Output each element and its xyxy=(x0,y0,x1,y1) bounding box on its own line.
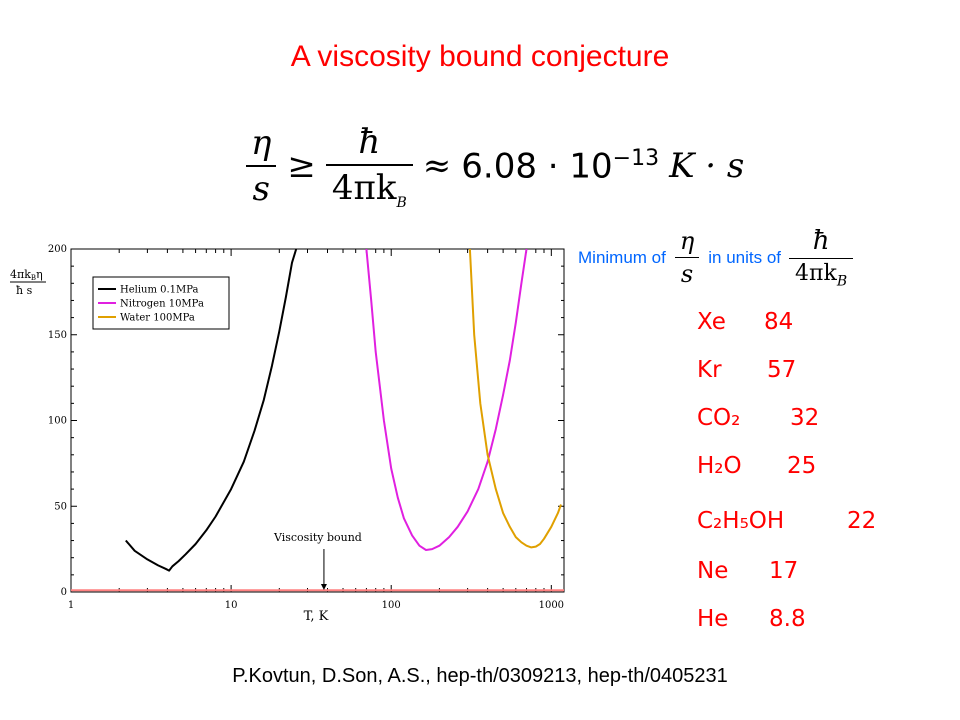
bound-value: 6.08 · 10−13 xyxy=(461,146,659,186)
legend-label: Helium 0.1MPa xyxy=(120,285,199,296)
eta-over-s-fraction: η s xyxy=(245,123,277,209)
y-label-num-sub: B xyxy=(31,274,36,282)
annotation-arrow-head xyxy=(320,584,327,590)
hbar-over-4pikb-fraction: ħ 4πkB xyxy=(325,122,413,211)
minimum-s: s xyxy=(674,257,700,288)
s-symbol: s xyxy=(246,165,276,209)
y-label-num-main: 4πk xyxy=(10,268,31,281)
y-tick-label: 200 xyxy=(48,244,67,255)
denominator-text: 4πk xyxy=(331,168,397,208)
chart-legend: Helium 0.1MPa Nitrogen 10MPa Water 100MPa xyxy=(92,276,230,330)
substance-value: 32 xyxy=(790,405,820,431)
substance-value: 22 xyxy=(847,508,877,534)
slide-title: A viscosity bound conjecture xyxy=(290,40,670,73)
minimum-denominator: 4πkB xyxy=(789,258,854,290)
geq-symbol: ≥ xyxy=(287,146,316,187)
substance-row: C₂H₅OH 22 xyxy=(697,508,876,534)
substance-value: 8.8 xyxy=(769,606,806,632)
substance-row: He 8.8 xyxy=(697,606,806,632)
denominator: 4πkB xyxy=(325,164,413,211)
substance-row: CO₂ 32 xyxy=(697,405,819,431)
legend-items: Helium 0.1MPa Nitrogen 10MPa Water 100MPa xyxy=(98,285,204,324)
series-curves xyxy=(125,249,562,572)
minimum-caption: Minimum of η s in units of ħ 4πkB xyxy=(578,226,854,290)
citation-footer: P.Kovtun, D.Son, A.S., hep-th/0309213, h… xyxy=(232,665,728,687)
y-tick-label: 100 xyxy=(48,416,67,427)
legend-label: Water 100MPa xyxy=(120,313,195,324)
minimum-middle: in units of xyxy=(708,247,782,267)
y-tick-label: 50 xyxy=(54,501,67,512)
minimum-prefix: Minimum of xyxy=(578,247,666,267)
x-tick-label: 1000 xyxy=(539,600,564,611)
bound-unit: K · s xyxy=(669,146,745,187)
substance-name: He xyxy=(697,606,729,632)
y-axis-label: 4πkBη ħ s xyxy=(10,268,46,297)
substance-value: 25 xyxy=(787,453,817,479)
eta-symbol: η xyxy=(251,123,272,164)
substance-name: CO₂ xyxy=(697,405,741,431)
y-axis-label-numerator: 4πkBη xyxy=(10,268,43,282)
hbar-symbol: ħ xyxy=(358,122,381,162)
minimum-denominator-text: 4πk xyxy=(795,261,837,286)
substance-row: H₂O 25 xyxy=(697,453,816,479)
viscosity-bound-formula: η s ≥ ħ 4πkB ≈ 6.08 · 10−13 K · s xyxy=(245,122,744,211)
minimum-eta: η xyxy=(679,227,695,256)
substance-row: Kr 57 xyxy=(697,357,796,383)
bound-value-exponent: −13 xyxy=(612,146,660,172)
substance-value: 84 xyxy=(764,309,794,335)
legend-label: Nitrogen 10MPa xyxy=(120,299,204,310)
substance-name: C₂H₅OH xyxy=(697,508,785,534)
bound-value-mantissa: 6.08 · 10 xyxy=(461,146,613,187)
approx-symbol: ≈ xyxy=(422,146,452,187)
y-axis-label-denominator: ħ s xyxy=(16,284,33,297)
annotation-text: Viscosity bound xyxy=(273,531,362,544)
x-tick-label: 100 xyxy=(382,600,401,611)
series-line-2 xyxy=(468,249,562,549)
substance-name: Ne xyxy=(697,558,729,584)
substance-row: Ne 17 xyxy=(697,558,798,584)
denominator-sub: B xyxy=(396,194,407,211)
y-tick-label: 0 xyxy=(61,587,67,598)
minimum-denominator-sub: B xyxy=(836,273,848,290)
substance-value: 17 xyxy=(769,558,799,584)
x-tick-label: 1 xyxy=(68,600,74,611)
y-label-num-tail: η xyxy=(36,268,43,281)
substance-name: Kr xyxy=(697,357,722,383)
substance-value: 57 xyxy=(767,357,797,383)
x-tick-label: 10 xyxy=(225,600,238,611)
minimum-hbar-fraction: ħ 4πkB xyxy=(789,226,854,290)
x-axis-label: T, K xyxy=(304,609,329,624)
substance-row: Xe 84 xyxy=(697,309,793,335)
series-line-1 xyxy=(365,249,528,551)
axis-ticks: 0 50 100 150 200 1 10 100 1000 xyxy=(48,244,564,611)
y-tick-label: 150 xyxy=(48,330,67,341)
minimum-hbar: ħ xyxy=(812,226,830,256)
substance-name: H₂O xyxy=(697,453,742,479)
substance-name: Xe xyxy=(697,309,726,335)
minimum-eta-over-s: η s xyxy=(674,227,700,288)
series-line-0 xyxy=(125,249,298,572)
legend-box xyxy=(92,276,230,330)
